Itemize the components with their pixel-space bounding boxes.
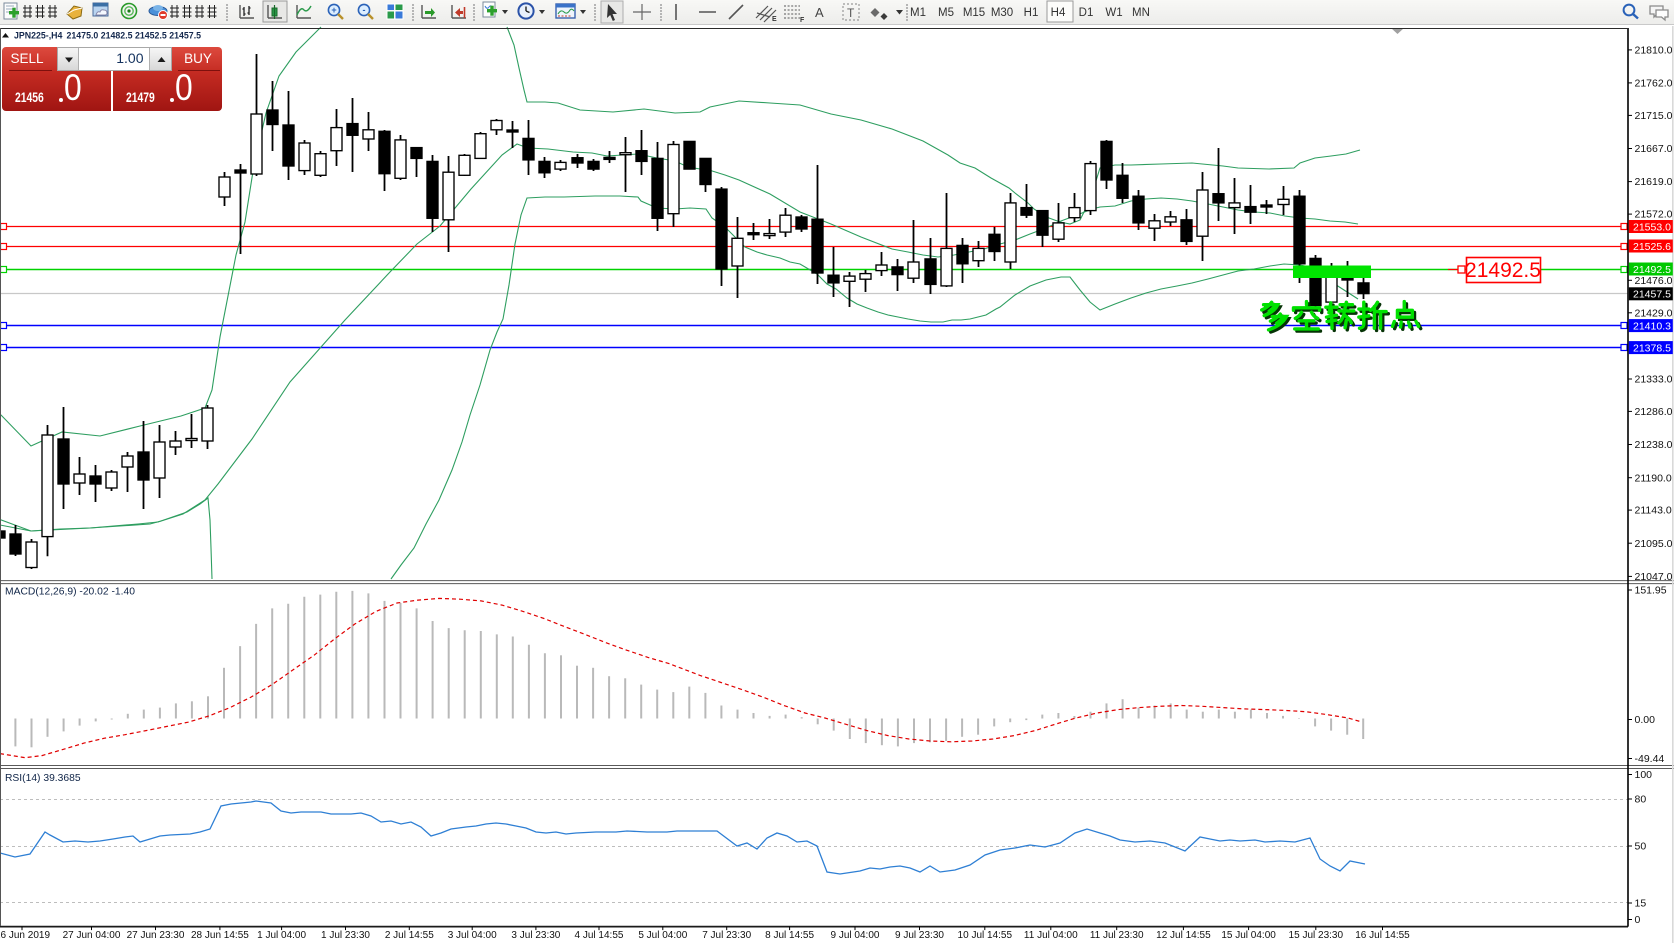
svg-text:W1: W1 bbox=[1105, 7, 1122, 19]
svg-text:15 Jul 23:30: 15 Jul 23:30 bbox=[1289, 930, 1344, 941]
svg-text:28 Jun 14:55: 28 Jun 14:55 bbox=[191, 930, 249, 941]
svg-text:21476.0: 21476.0 bbox=[1635, 275, 1673, 287]
svg-text:12 Jul 14:55: 12 Jul 14:55 bbox=[1156, 930, 1211, 941]
svg-text:21553.0: 21553.0 bbox=[1633, 221, 1671, 233]
svg-text:11 Jul 04:00: 11 Jul 04:00 bbox=[1024, 930, 1078, 941]
svg-text:21333.0: 21333.0 bbox=[1635, 374, 1673, 386]
svg-text:21762.0: 21762.0 bbox=[1635, 78, 1673, 90]
svg-text:0: 0 bbox=[1635, 914, 1641, 926]
svg-text:7 Jul 23:30: 7 Jul 23:30 bbox=[702, 930, 751, 941]
svg-text:1 Jul 23:30: 1 Jul 23:30 bbox=[321, 930, 370, 941]
svg-text:15: 15 bbox=[1635, 898, 1647, 910]
svg-text:27 Jun 04:00: 27 Jun 04:00 bbox=[63, 930, 121, 941]
svg-text:21492.5: 21492.5 bbox=[1633, 264, 1671, 276]
svg-text:MACD(12,26,9) -20.02 -1.40: MACD(12,26,9) -20.02 -1.40 bbox=[5, 587, 135, 598]
svg-text:26 Jun 2019: 26 Jun 2019 bbox=[0, 930, 50, 941]
svg-text:D1: D1 bbox=[1079, 7, 1094, 19]
svg-text:M1: M1 bbox=[910, 7, 926, 19]
svg-text:8 Jul 14:55: 8 Jul 14:55 bbox=[765, 930, 814, 941]
svg-text:21410.3: 21410.3 bbox=[1633, 320, 1671, 332]
svg-text:9 Jul 04:00: 9 Jul 04:00 bbox=[831, 930, 880, 941]
svg-text:11 Jul 23:30: 11 Jul 23:30 bbox=[1090, 930, 1144, 941]
svg-text:27 Jun 23:30: 27 Jun 23:30 bbox=[127, 930, 185, 941]
svg-text:3 Jul 04:00: 3 Jul 04:00 bbox=[448, 930, 497, 941]
svg-text:21525.6: 21525.6 bbox=[1633, 241, 1671, 253]
svg-text:21143.0: 21143.0 bbox=[1635, 505, 1672, 517]
svg-text:H1: H1 bbox=[1024, 7, 1039, 19]
svg-text:T: T bbox=[847, 6, 855, 20]
svg-text:21095.0: 21095.0 bbox=[1635, 538, 1673, 550]
svg-text:21619.0: 21619.0 bbox=[1635, 176, 1673, 188]
svg-text:15 Jul 04:00: 15 Jul 04:00 bbox=[1221, 930, 1276, 941]
svg-text:16 Jul 14:55: 16 Jul 14:55 bbox=[1355, 930, 1410, 941]
svg-text:21457.5: 21457.5 bbox=[1633, 289, 1671, 301]
svg-text:21475.0 21482.5 21452.5 21457.: 21475.0 21482.5 21452.5 21457.5 bbox=[67, 31, 202, 41]
svg-text:JPN225-,H4: JPN225-,H4 bbox=[14, 31, 63, 41]
svg-text:10 Jul 14:55: 10 Jul 14:55 bbox=[958, 930, 1013, 941]
svg-text:80: 80 bbox=[1635, 794, 1647, 806]
svg-text:21429.0: 21429.0 bbox=[1635, 307, 1673, 319]
svg-text:21572.0: 21572.0 bbox=[1635, 209, 1673, 221]
svg-text:21286.0: 21286.0 bbox=[1635, 406, 1673, 418]
svg-text:21667.0: 21667.0 bbox=[1635, 143, 1673, 155]
svg-text:A: A bbox=[815, 5, 824, 20]
svg-text:F: F bbox=[800, 17, 805, 24]
svg-text:RSI(14) 39.3685: RSI(14) 39.3685 bbox=[5, 773, 81, 784]
svg-text:0.00: 0.00 bbox=[1635, 714, 1656, 726]
svg-text:21492.5: 21492.5 bbox=[1465, 259, 1541, 282]
svg-text:21715.0: 21715.0 bbox=[1635, 110, 1673, 122]
svg-text:+: + bbox=[331, 5, 336, 15]
svg-text:H4: H4 bbox=[1051, 7, 1066, 19]
svg-text:5 Jul 04:00: 5 Jul 04:00 bbox=[638, 930, 687, 941]
svg-text:9 Jul 23:30: 9 Jul 23:30 bbox=[895, 930, 944, 941]
svg-text:21238.0: 21238.0 bbox=[1635, 439, 1673, 451]
svg-text:2 Jul 14:55: 2 Jul 14:55 bbox=[385, 930, 434, 941]
svg-text:-49.44: -49.44 bbox=[1635, 753, 1665, 765]
svg-text:M15: M15 bbox=[963, 7, 985, 19]
svg-text:4 Jul 14:55: 4 Jul 14:55 bbox=[575, 930, 624, 941]
svg-text:3 Jul 23:30: 3 Jul 23:30 bbox=[511, 930, 560, 941]
svg-text:M5: M5 bbox=[938, 7, 954, 19]
svg-text:21190.0: 21190.0 bbox=[1635, 472, 1672, 484]
svg-text:21810.0: 21810.0 bbox=[1635, 45, 1673, 57]
svg-text:21047.0: 21047.0 bbox=[1635, 571, 1673, 583]
svg-text:1 Jul 04:00: 1 Jul 04:00 bbox=[257, 930, 306, 941]
svg-text:E: E bbox=[772, 16, 777, 23]
svg-text:50: 50 bbox=[1635, 841, 1647, 853]
svg-text:151.95: 151.95 bbox=[1635, 585, 1667, 597]
svg-text:MN: MN bbox=[1132, 7, 1150, 19]
svg-text:M30: M30 bbox=[991, 7, 1013, 19]
svg-text:-: - bbox=[363, 5, 366, 15]
svg-text:21378.5: 21378.5 bbox=[1633, 342, 1671, 354]
svg-text:100: 100 bbox=[1635, 769, 1653, 781]
